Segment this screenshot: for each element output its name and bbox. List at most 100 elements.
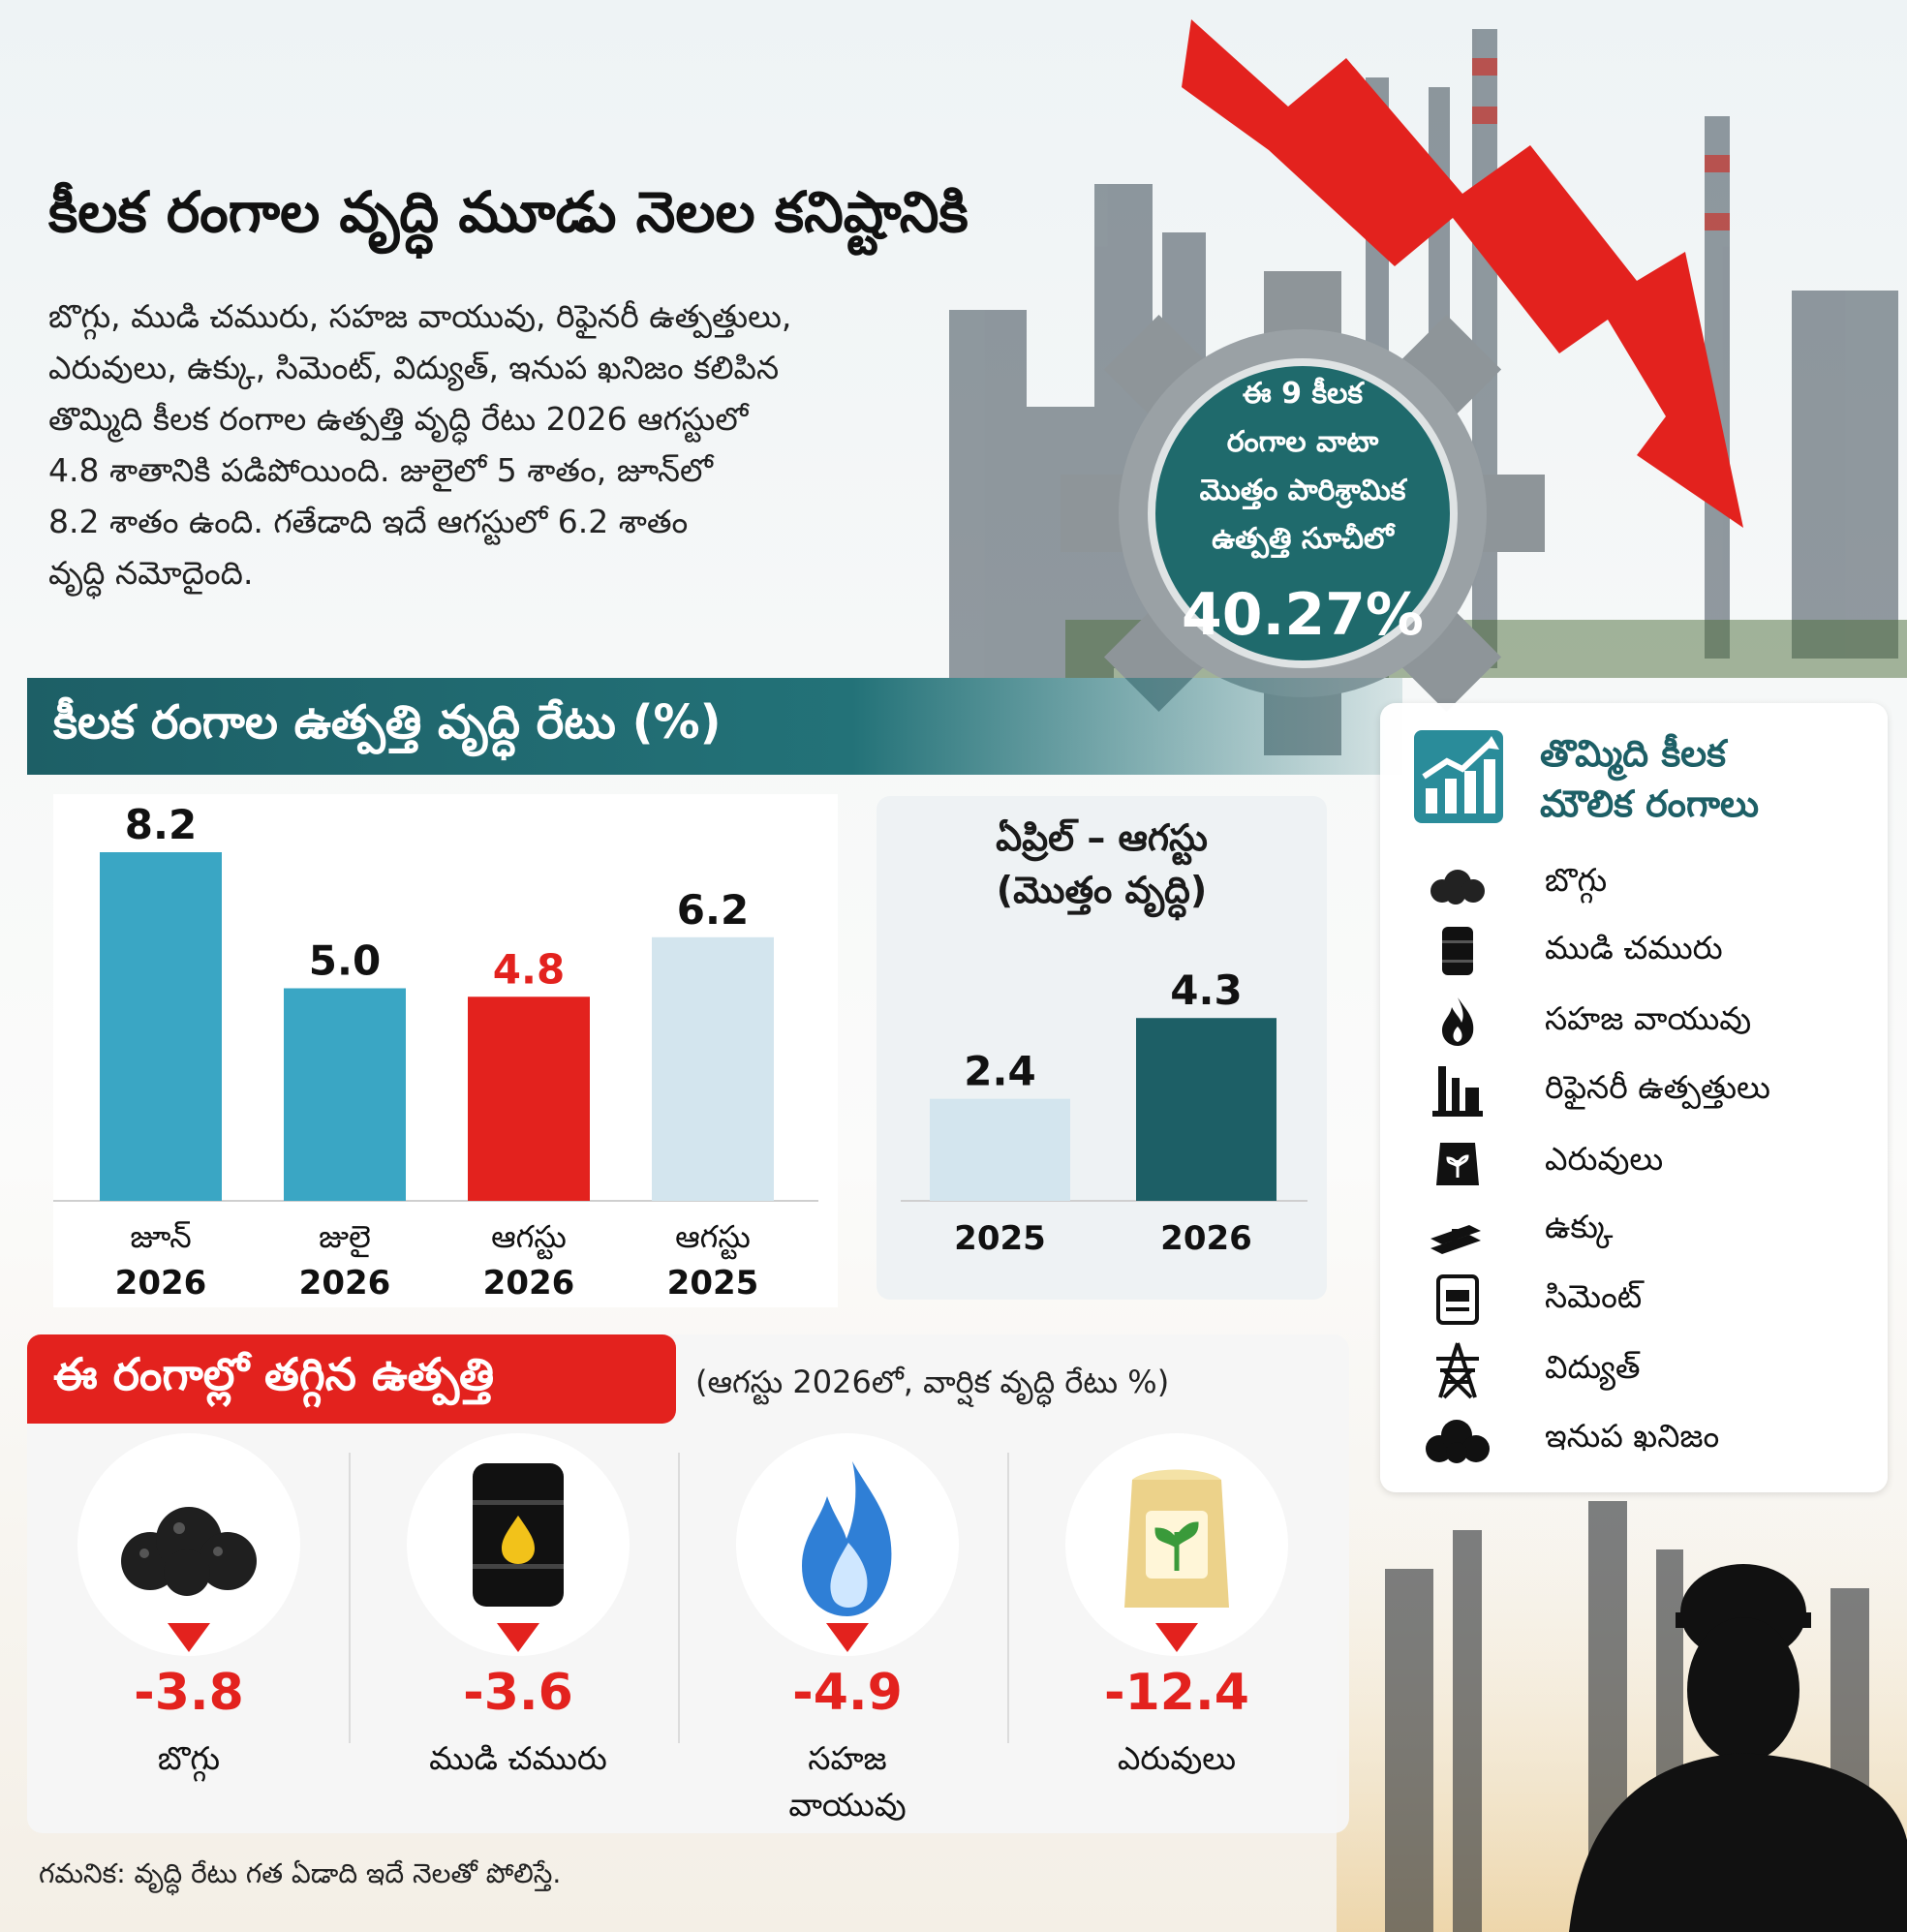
category-tick-label: జూన్ — [130, 1218, 191, 1255]
down-arrow-icon — [497, 1623, 539, 1652]
page-title: కీలక రంగాల వృద్ధి మూడు నెలల కనిష్టానికి — [48, 179, 969, 245]
decline-value: -4.9 — [792, 1664, 903, 1722]
bar — [930, 1098, 1070, 1201]
legend-item-iron-ore: ఇనుప ఖనిజం — [1424, 1410, 1869, 1468]
legend-label: బొగ్గు — [1545, 860, 1608, 899]
legend-item-electricity: విద్యుత్ — [1424, 1341, 1869, 1399]
bar-value-label: 6.2 — [677, 886, 749, 934]
decline-icon-circle — [77, 1433, 300, 1656]
decline-value: -3.6 — [463, 1664, 573, 1722]
bar-value-label: 2.4 — [964, 1048, 1035, 1095]
intro-paragraph: బొగ్గు, ముడి చమురు, సహజ వాయువు, రిఫైనరీ … — [48, 291, 949, 598]
decline-icon-circle — [736, 1433, 959, 1656]
category-tick-label: ఆగస్టు — [491, 1218, 567, 1260]
steel-beam-icon — [1424, 1203, 1492, 1257]
decline-label: సహజ వాయువు — [688, 1735, 1007, 1828]
legend-item-steel: ఉక్కు — [1424, 1201, 1869, 1259]
oil-barrel-icon — [473, 1463, 564, 1607]
category-tick-label: 2026 — [483, 1264, 575, 1303]
legend-label: సహజ వాయువు — [1545, 998, 1752, 1037]
decline-label: ముడి చమురు — [358, 1735, 678, 1782]
coal-icon — [121, 1507, 257, 1596]
divider — [1007, 1453, 1009, 1743]
category-tick-label: 2025 — [954, 1219, 1046, 1258]
legend-label: రిఫైనరీ ఉత్పత్తులు — [1545, 1067, 1770, 1106]
decline-label: బొగ్గు — [29, 1735, 349, 1782]
cement-bag-icon — [1424, 1273, 1492, 1327]
legend-item-coal: బొగ్గు — [1424, 854, 1869, 912]
gear-line: ఈ 9 కీలక — [1242, 377, 1364, 411]
decline-section-title: ఈ రంగాల్లో తగ్గిన ఉత్పత్తి — [53, 1348, 495, 1400]
intro-line: ఎరువులు, ఉక్కు, సిమెంట్, విద్యుత్, ఇనుప … — [48, 349, 780, 386]
cumulative-growth-bar-chart: 2.4 2025 4.3 2026 — [901, 966, 1307, 1258]
category-tick-label: ఆగస్టు — [675, 1218, 751, 1260]
gear-callout-text: ఈ 9 కీలక రంగాల వాటా మొత్తం పారిశ్రామిక ఉ… — [1148, 370, 1458, 564]
worker-silhouette — [1569, 1564, 1907, 1932]
decline-label-line: ముడి చమురు — [429, 1739, 607, 1777]
legend-title: తొమ్మిది కీలక మౌలిక రంగాలు — [1540, 728, 1869, 829]
bar — [100, 852, 222, 1201]
legend-item-fertilizers: ఎరువులు — [1424, 1133, 1869, 1191]
growth-section-title: కీలక రంగాల ఉత్పత్తి వృద్ధి రేటు (%) — [53, 695, 722, 750]
decline-section-banner — [27, 1334, 676, 1424]
category-tick-label: 2026 — [115, 1264, 207, 1303]
bar — [284, 988, 406, 1201]
bar-value-label: 8.2 — [125, 801, 197, 848]
decline-label-line: సహజ — [808, 1739, 887, 1777]
refinery-icon — [1424, 1063, 1492, 1118]
legend-item-crude-oil: ముడి చమురు — [1424, 922, 1869, 980]
fertilizer-bag-icon — [1424, 1135, 1492, 1189]
legend-label: ఎరువులు — [1545, 1139, 1664, 1178]
growth-chart-icon — [1414, 730, 1503, 823]
intro-line: 4.8 శాతానికి పడిపోయింది. జులైలో 5 శాతం, … — [48, 451, 713, 489]
legend-label: విద్యుత్ — [1545, 1347, 1641, 1386]
decline-icon-circle — [1065, 1433, 1288, 1656]
bar — [468, 997, 590, 1201]
oil-barrel-icon — [1424, 924, 1492, 978]
fertilizer-bag-icon — [1124, 1469, 1229, 1608]
decline-label-line: బొగ్గు — [157, 1739, 221, 1777]
growth-section-banner — [27, 678, 1402, 775]
chart-title-line: ఏప్రిల్ – ఆగస్టు — [996, 816, 1208, 859]
bar-value-label: 4.3 — [1170, 966, 1242, 1014]
legend-label: సిమెంట్ — [1545, 1276, 1643, 1315]
cumulative-chart-title: ఏప్రిల్ – ఆగస్టు (మొత్తం వృద్ధి) — [877, 812, 1327, 916]
legend-title-line: తొమ్మిది కీలక — [1540, 732, 1726, 775]
down-arrow-icon — [168, 1623, 210, 1652]
intro-line: వృద్ధి నమోదైంది. — [48, 554, 254, 592]
legend-label: ఇనుప ఖనిజం — [1545, 1416, 1720, 1455]
category-tick-label: జులై — [319, 1218, 371, 1258]
footnote: గమనిక: వృద్ధి రేటు గత ఏడాది ఇదే నెలతో పో… — [39, 1857, 562, 1889]
intro-line: తొమ్మిది కీలక రంగాల ఉత్పత్తి వృద్ధి రేటు… — [48, 400, 749, 438]
down-arrow-icon — [1155, 1623, 1198, 1652]
legend-label: ఉక్కు — [1545, 1207, 1614, 1245]
intro-line: 8.2 శాతం ఉంది. గతేడాది ఇదే ఆగస్టులో 6.2 … — [48, 503, 689, 540]
legend-item-refinery-products: రిఫైనరీ ఉత్పత్తులు — [1424, 1061, 1869, 1119]
gas-flame-icon — [802, 1461, 892, 1616]
legend-title-line: మౌలిక రంగాలు — [1540, 782, 1760, 825]
gear-callout-circle — [1148, 358, 1458, 668]
decline-icon-circle — [407, 1433, 630, 1656]
iron-ore-icon — [1424, 1412, 1492, 1466]
bar-value-label: 5.0 — [309, 936, 381, 984]
bar-value-label: 4.8 — [493, 945, 565, 993]
chart-title-line: (మొత్తం వృద్ధి) — [996, 869, 1208, 911]
power-tower-icon — [1424, 1342, 1492, 1399]
gear-line: మొత్తం పారిశ్రామిక — [1199, 474, 1406, 507]
decline-label-line: వాయువు — [788, 1786, 907, 1824]
legend-item-natural-gas: సహజ వాయువు — [1424, 993, 1869, 1051]
bar — [1136, 1018, 1276, 1201]
decline-value: -3.8 — [134, 1664, 244, 1722]
monthly-growth-bar-chart: 8.2 జూన్ 2026 5.0 జులై 2026 4.8 ఆగస్టు 2026 6.2 ఆగ… — [53, 801, 818, 1303]
decline-arrow-icon — [1182, 19, 1743, 528]
gear-line: రంగాల వాటా — [1226, 425, 1379, 459]
decline-value: -12.4 — [1104, 1664, 1249, 1722]
gear-callout-value: 40.27% — [1182, 581, 1424, 649]
divider — [349, 1453, 351, 1743]
decline-label-line: ఎరువులు — [1117, 1739, 1237, 1777]
category-tick-label: 2026 — [299, 1264, 391, 1303]
decline-section-subtitle: (ఆగస్టు 2026లో, వార్షిక వృద్ధి రేటు %) — [695, 1364, 1170, 1400]
down-arrow-icon — [826, 1623, 869, 1652]
gear-line: ఉత్పత్తి సూచీలో — [1212, 522, 1394, 556]
divider — [678, 1453, 680, 1743]
